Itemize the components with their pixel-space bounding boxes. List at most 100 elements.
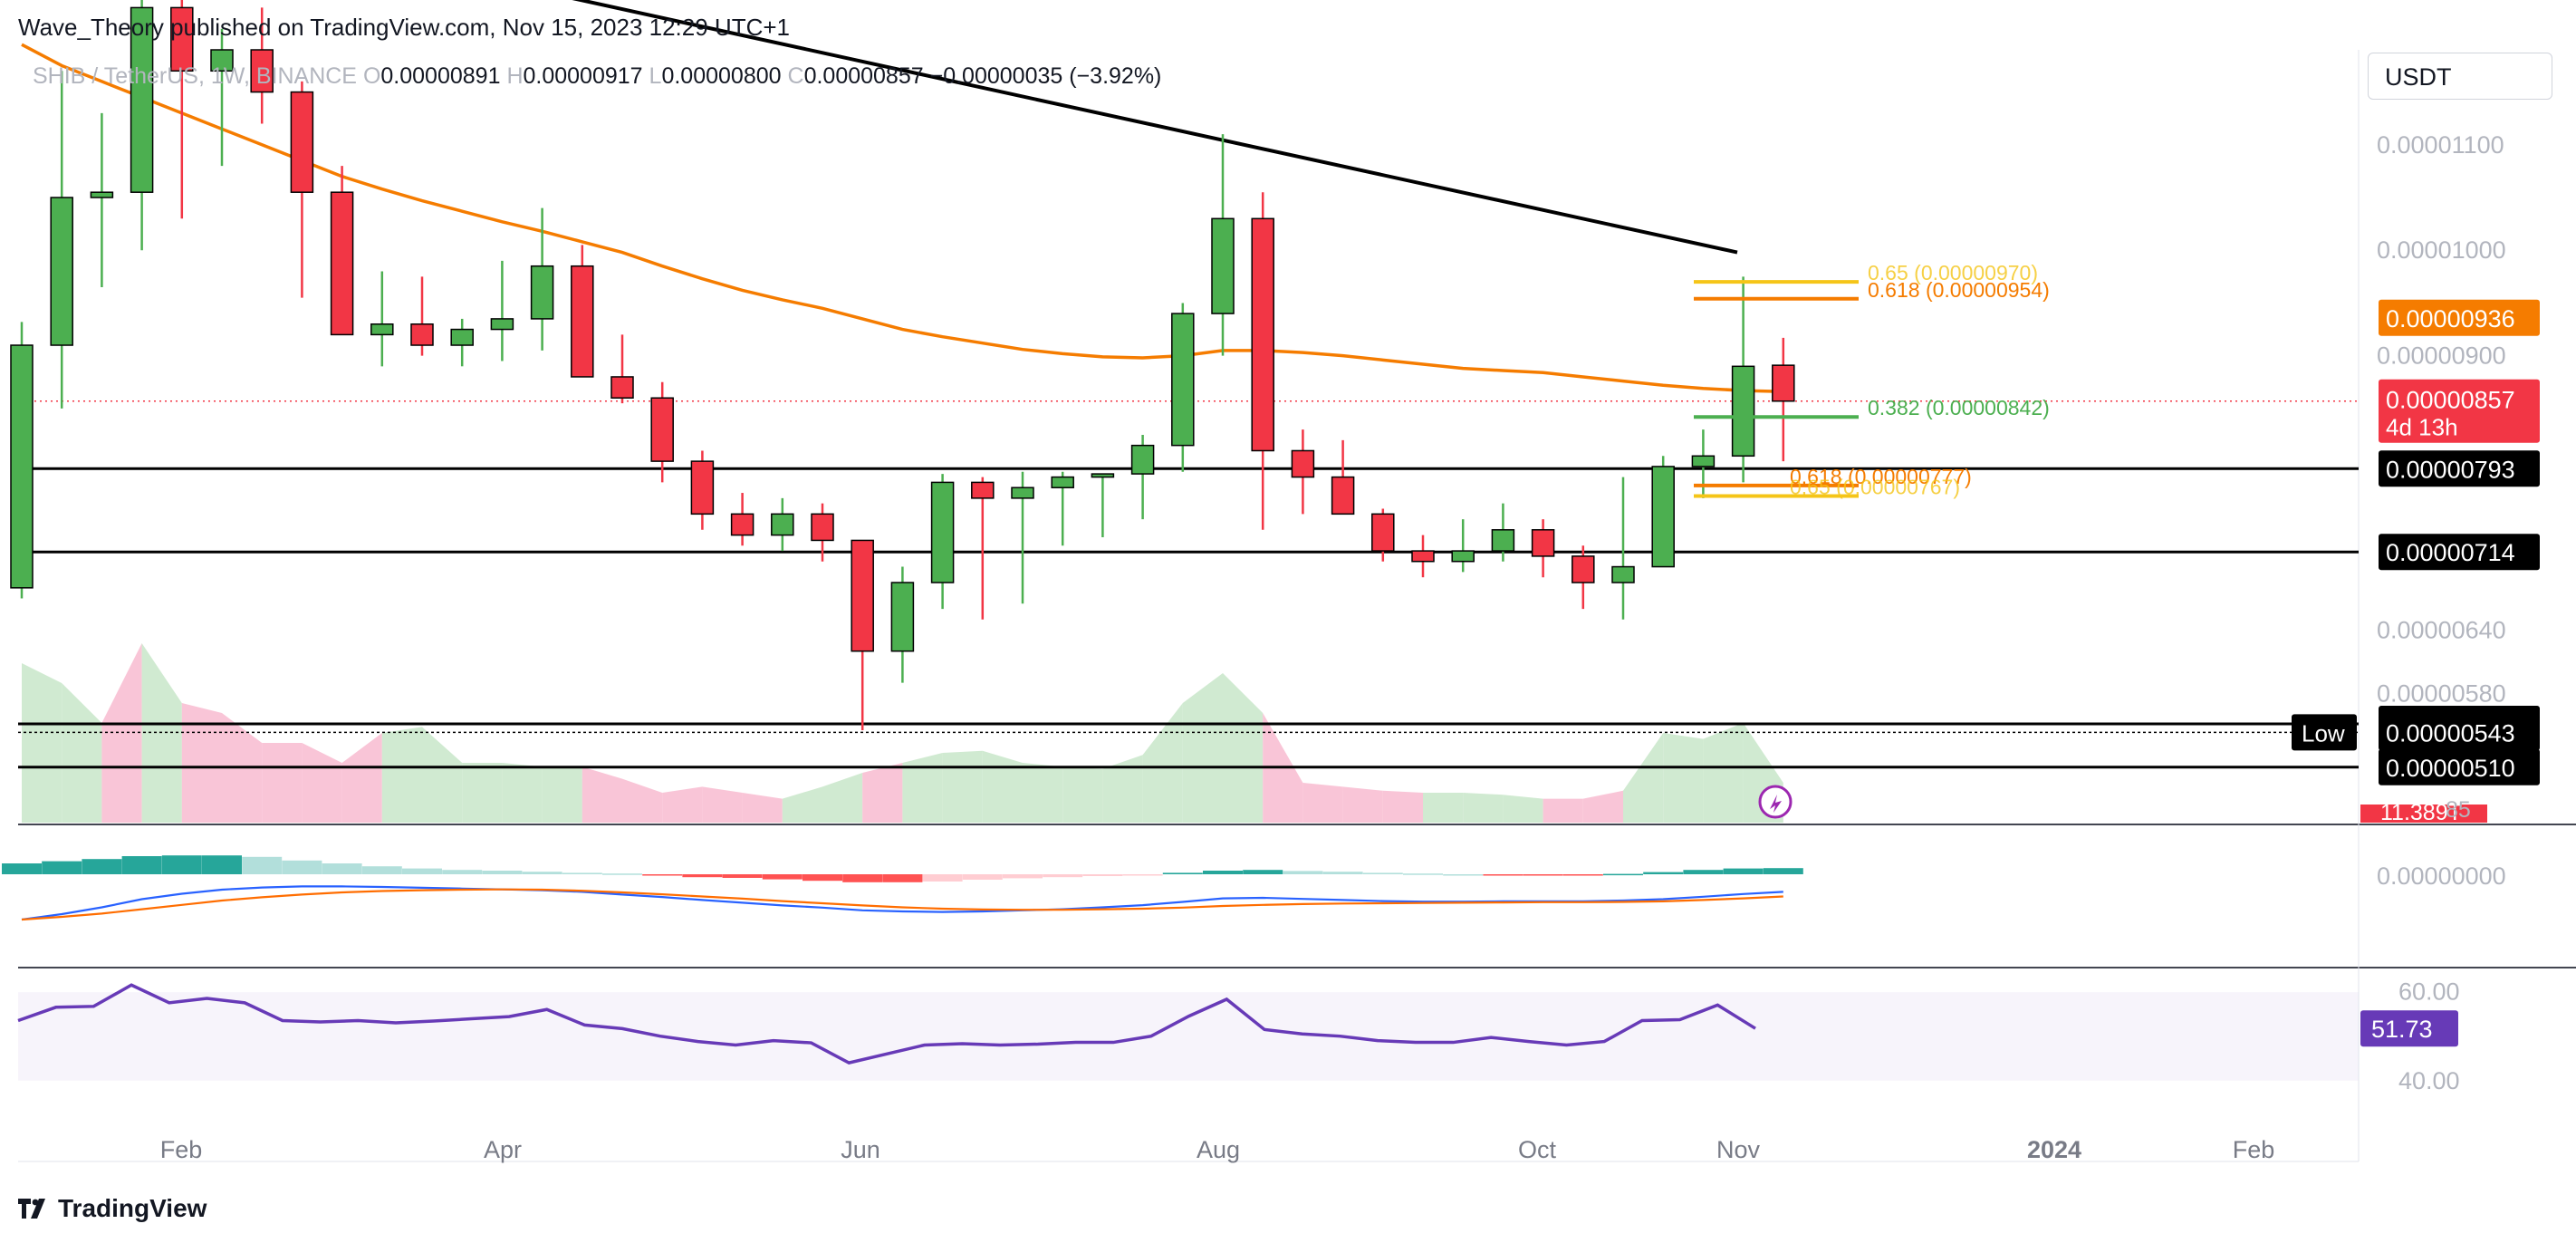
candle-body (771, 513, 794, 536)
open-label: O (362, 63, 381, 89)
macd-histogram-bar (1162, 872, 1203, 874)
candle-body (930, 481, 955, 583)
open-value: 0.00000891 (380, 63, 501, 89)
macd-histogram-bar (1243, 870, 1283, 874)
macd-histogram-bar (1562, 874, 1603, 876)
macd-signal-line (21, 888, 1783, 921)
low-side-label: Low (2302, 719, 2345, 747)
macd-histogram-bar (482, 871, 523, 874)
candle-body (330, 191, 354, 336)
macd-axis-tick: 0.00000000 (2377, 862, 2506, 890)
ohlc-legend[interactable]: SHIB / TetherUS, 1W, BINANCE O0.00000891… (33, 63, 1161, 90)
currency-selector[interactable]: USDT (2368, 53, 2552, 100)
volume-value-tag-bg (2360, 805, 2487, 823)
candle-body (1130, 444, 1155, 475)
candle-body (1651, 466, 1675, 568)
volume-area-segment (1703, 723, 1744, 823)
current-price-tag-bg (2379, 379, 2540, 443)
rsi-band (18, 991, 2359, 1081)
macd-histogram-bar (361, 866, 402, 874)
macd-histogram-bar (322, 863, 362, 874)
macd-histogram-bar (1683, 870, 1724, 874)
candle-body (1772, 364, 1795, 402)
candle-body (571, 265, 594, 378)
volume-area-segment (862, 763, 903, 823)
macd-histogram-bar (962, 874, 1003, 880)
macd-histogram-bar (682, 874, 723, 878)
time-axis-tick: Aug (1197, 1136, 1240, 1163)
symbol-title[interactable]: SHIB / TetherUS, 1W, BINANCE (33, 63, 357, 89)
candle-body (1331, 476, 1355, 516)
low-price-tag: 0.00000543 (2386, 719, 2515, 747)
candle-body (130, 6, 154, 193)
volume-area-segment (822, 773, 863, 823)
candle-body (1011, 487, 1034, 499)
fib-level-label: 0.65 (0.00000970) (1868, 261, 2038, 284)
ema-price-tag-bg (2379, 299, 2540, 336)
macd-histogram-bar (442, 870, 483, 874)
volume-area-segment (1023, 763, 1063, 823)
macd-histogram-bar (1403, 873, 1443, 875)
volume-area-segment (582, 766, 622, 823)
price-axis-tick: 0.00001000 (2377, 236, 2506, 264)
volume-area-segment (1623, 733, 1664, 823)
macd-histogram-bar (42, 861, 82, 874)
macd-histogram-bar (602, 873, 642, 875)
volume-area-segment (181, 703, 222, 823)
volume-axis-tail: 85 (2446, 797, 2471, 823)
candle-body (1251, 217, 1274, 452)
macd-histogram-bar (842, 874, 883, 882)
candle-body (370, 323, 394, 336)
level-price-tag-bg (2379, 748, 2540, 785)
level-price-tag: 0.00000510 (2386, 755, 2515, 782)
level-price-tag: 0.00000714 (2386, 539, 2515, 566)
volume-area-segment (462, 763, 503, 823)
candle-body (1572, 555, 1595, 583)
volume-area-segment (22, 663, 62, 823)
volume-area-segment (341, 733, 382, 823)
volume-area-segment (422, 727, 463, 823)
price-axis-tick: 0.00000580 (2377, 679, 2506, 707)
fib-level-label: 0.618 (0.00000954) (1868, 278, 2050, 302)
candle-body (610, 376, 634, 399)
macd-histogram-bar (282, 860, 322, 874)
volume-area-segment (1503, 795, 1543, 823)
macd-histogram-bar (1763, 868, 1803, 874)
time-axis-tick: 2024 (2027, 1136, 2081, 1163)
volume-area-segment (902, 753, 943, 823)
candle-body (811, 513, 834, 542)
volume-area-segment (1382, 790, 1423, 823)
low-price-tag-bg (2379, 714, 2540, 751)
volume-area-segment (702, 786, 743, 823)
volume-area-segment (622, 778, 663, 823)
macd-histogram-bar (1483, 874, 1523, 876)
macd-histogram-bar (562, 872, 602, 874)
macd-histogram-bar (82, 859, 122, 874)
macd-histogram-bar (642, 874, 683, 876)
fib-level-label: 0.382 (0.00000842) (1868, 396, 2050, 419)
time-axis-tick: Feb (160, 1136, 203, 1163)
rsi-axis-tick: 40.00 (2398, 1067, 2460, 1094)
fib-level-label: 0.618 (0.00000777) (1790, 465, 1972, 488)
candle-body (490, 318, 514, 331)
volume-area-segment (542, 766, 582, 823)
macd-histogram-bar (202, 855, 242, 874)
macd-histogram-bar (1362, 872, 1403, 874)
macd-histogram-bar (1523, 874, 1563, 876)
low-label: L (649, 63, 662, 89)
volume-area-segment (1102, 755, 1143, 823)
candle-body (851, 539, 874, 652)
volume-area-segment (982, 750, 1023, 823)
ema-line (21, 43, 1783, 394)
candle-body (1171, 313, 1195, 447)
candle-body (410, 323, 434, 346)
level-price-tag-bg (2379, 534, 2540, 571)
price-axis-tick: 0.00001100 (2377, 131, 2504, 159)
low-value: 0.00000800 (661, 63, 782, 89)
high-label: H (506, 63, 524, 89)
volume-area-segment (1582, 790, 1623, 823)
tradingview-logo[interactable]: TradingView (18, 1194, 207, 1223)
volume-area-segment (1223, 673, 1264, 823)
volume-area-segment (942, 750, 983, 823)
